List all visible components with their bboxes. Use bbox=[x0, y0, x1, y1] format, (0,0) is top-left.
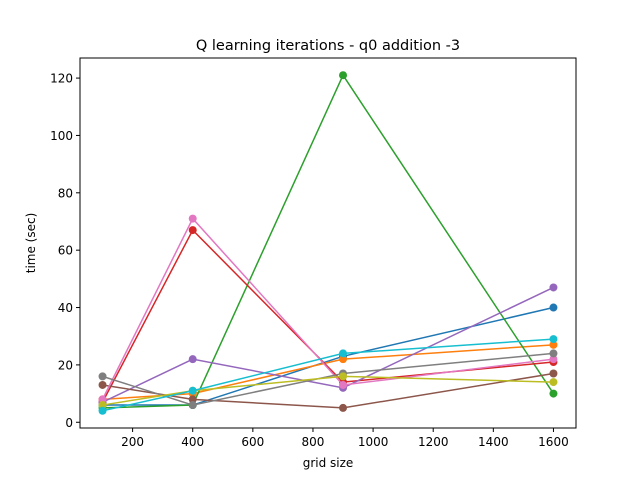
series-line bbox=[102, 372, 554, 409]
series-1 bbox=[98, 303, 558, 410]
data-point bbox=[188, 214, 197, 223]
plot-series bbox=[98, 71, 558, 415]
series-6 bbox=[98, 369, 558, 412]
data-point bbox=[98, 406, 107, 415]
series-line bbox=[101, 217, 554, 400]
y-tick-label: 80 bbox=[58, 186, 73, 200]
data-point bbox=[339, 380, 348, 389]
x-tick-label: 1400 bbox=[478, 435, 509, 449]
data-point bbox=[339, 403, 348, 412]
x-tick-label: 1000 bbox=[358, 435, 389, 449]
data-point bbox=[98, 395, 107, 404]
data-point bbox=[549, 378, 558, 387]
data-point bbox=[549, 283, 558, 292]
x-axis: 200 400 600 800 1000 1200 1400 1600 bbox=[121, 428, 569, 449]
data-point bbox=[549, 389, 558, 398]
y-tick-label: 0 bbox=[65, 416, 73, 430]
y-tick-label: 60 bbox=[58, 244, 73, 258]
data-point bbox=[549, 355, 558, 364]
data-point bbox=[339, 349, 348, 358]
data-point bbox=[98, 380, 107, 389]
series-line bbox=[102, 344, 554, 401]
x-tick-label: 400 bbox=[181, 435, 204, 449]
y-axis: 0 20 40 60 80 100 120 bbox=[50, 72, 80, 430]
data-point bbox=[549, 340, 558, 349]
series-line bbox=[102, 375, 554, 406]
y-tick-label: 20 bbox=[58, 358, 73, 372]
data-point bbox=[188, 401, 197, 410]
x-tick-label: 1200 bbox=[418, 435, 449, 449]
y-tick-label: 100 bbox=[50, 129, 73, 143]
data-point bbox=[339, 372, 348, 381]
y-axis-label: time (sec) bbox=[24, 213, 38, 274]
series-4 bbox=[98, 226, 558, 407]
data-point bbox=[188, 355, 197, 364]
series-line bbox=[102, 338, 554, 412]
chart-title: Q learning iterations - q0 addition -3 bbox=[196, 38, 460, 54]
data-point bbox=[549, 335, 558, 344]
y-tick-label: 40 bbox=[58, 301, 73, 315]
series-line bbox=[102, 286, 554, 403]
series-8 bbox=[98, 349, 558, 410]
data-point bbox=[549, 303, 558, 312]
y-tick-label: 120 bbox=[50, 72, 73, 86]
plot-frame bbox=[79, 57, 577, 429]
data-point bbox=[98, 372, 107, 381]
data-point bbox=[98, 401, 107, 410]
x-tick-label: 200 bbox=[121, 435, 144, 449]
series-7 bbox=[98, 214, 558, 404]
data-point bbox=[188, 226, 197, 235]
data-point bbox=[549, 349, 558, 358]
data-point bbox=[339, 71, 348, 80]
data-point bbox=[549, 369, 558, 378]
series-line bbox=[102, 352, 554, 406]
x-axis-label: grid size bbox=[303, 456, 354, 470]
x-tick-label: 600 bbox=[241, 435, 264, 449]
x-tick-label: 800 bbox=[302, 435, 325, 449]
series-line bbox=[102, 306, 554, 406]
data-point bbox=[339, 355, 348, 364]
data-point bbox=[188, 395, 197, 404]
series-5 bbox=[98, 283, 558, 407]
x-tick-label: 1600 bbox=[538, 435, 569, 449]
series-line bbox=[102, 73, 555, 409]
series-9 bbox=[98, 372, 558, 410]
data-point bbox=[188, 386, 197, 395]
series-10 bbox=[98, 335, 558, 415]
